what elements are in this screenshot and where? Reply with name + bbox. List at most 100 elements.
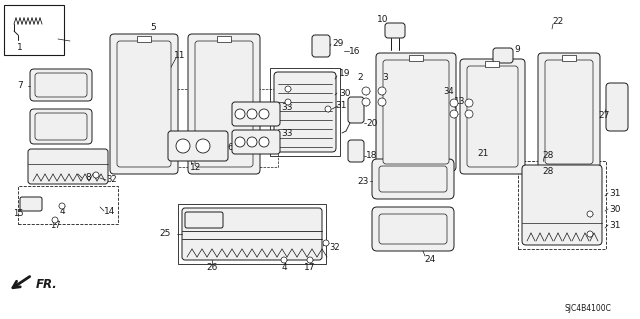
Bar	[178, 204, 326, 264]
Ellipse shape	[52, 217, 58, 223]
Text: 13: 13	[454, 97, 466, 106]
Ellipse shape	[93, 172, 99, 178]
Text: 30: 30	[609, 204, 621, 213]
Bar	[409, 55, 423, 61]
Ellipse shape	[247, 137, 257, 147]
Text: 35: 35	[468, 86, 478, 95]
FancyBboxPatch shape	[30, 109, 92, 144]
Text: 24: 24	[424, 255, 436, 263]
Ellipse shape	[196, 139, 210, 153]
Text: 17: 17	[304, 263, 316, 271]
FancyBboxPatch shape	[312, 35, 330, 57]
Text: 31: 31	[335, 101, 347, 110]
Text: 26: 26	[206, 263, 218, 271]
FancyBboxPatch shape	[606, 83, 628, 131]
Ellipse shape	[587, 211, 593, 217]
Text: 28: 28	[542, 151, 554, 160]
FancyBboxPatch shape	[545, 60, 593, 164]
Ellipse shape	[285, 86, 291, 92]
Bar	[137, 36, 151, 42]
Ellipse shape	[281, 257, 287, 263]
Ellipse shape	[247, 109, 257, 119]
FancyBboxPatch shape	[30, 69, 92, 101]
Bar	[18, 186, 118, 224]
Text: 10: 10	[377, 16, 388, 25]
FancyBboxPatch shape	[522, 165, 602, 245]
Text: 21: 21	[477, 150, 489, 159]
Ellipse shape	[323, 240, 329, 246]
Bar	[160, 89, 278, 167]
Ellipse shape	[59, 203, 65, 209]
Text: 15: 15	[13, 209, 23, 218]
Text: 25: 25	[159, 229, 171, 239]
Ellipse shape	[362, 87, 370, 95]
Ellipse shape	[307, 257, 313, 263]
FancyBboxPatch shape	[385, 23, 405, 38]
FancyBboxPatch shape	[348, 140, 364, 162]
Text: 23: 23	[357, 176, 369, 186]
FancyBboxPatch shape	[232, 130, 280, 154]
Text: 31: 31	[609, 189, 621, 197]
Text: 5: 5	[150, 24, 156, 33]
Bar	[562, 55, 576, 61]
Text: 30: 30	[339, 88, 351, 98]
FancyBboxPatch shape	[232, 102, 280, 126]
Text: 19: 19	[339, 69, 351, 78]
FancyBboxPatch shape	[383, 60, 449, 164]
Ellipse shape	[259, 137, 269, 147]
Ellipse shape	[235, 109, 245, 119]
Text: 20: 20	[366, 118, 378, 128]
Text: 28: 28	[542, 167, 554, 175]
Ellipse shape	[378, 87, 386, 95]
Bar	[485, 61, 499, 67]
Text: 33: 33	[281, 102, 292, 112]
Text: 6: 6	[227, 143, 233, 152]
Text: SJC4B4100C: SJC4B4100C	[564, 304, 611, 313]
Ellipse shape	[450, 99, 458, 107]
FancyBboxPatch shape	[372, 207, 454, 251]
Text: 9: 9	[514, 44, 520, 54]
FancyBboxPatch shape	[185, 212, 223, 228]
Ellipse shape	[465, 99, 473, 107]
FancyBboxPatch shape	[20, 197, 42, 211]
Bar	[518, 161, 606, 249]
Ellipse shape	[465, 110, 473, 118]
FancyBboxPatch shape	[460, 59, 525, 174]
FancyBboxPatch shape	[188, 34, 260, 174]
Text: 22: 22	[552, 17, 564, 26]
Text: 31: 31	[609, 220, 621, 229]
Text: 16: 16	[349, 47, 361, 56]
FancyBboxPatch shape	[493, 48, 513, 63]
Text: 3: 3	[382, 73, 388, 83]
Ellipse shape	[285, 99, 291, 105]
FancyBboxPatch shape	[379, 214, 447, 244]
Text: 18: 18	[366, 152, 378, 160]
Ellipse shape	[587, 231, 593, 237]
FancyBboxPatch shape	[35, 73, 87, 97]
Text: 34: 34	[444, 86, 454, 95]
Text: 17: 17	[50, 221, 60, 231]
Ellipse shape	[362, 98, 370, 106]
Text: 7: 7	[17, 81, 23, 91]
Ellipse shape	[259, 109, 269, 119]
FancyBboxPatch shape	[28, 149, 108, 184]
Text: 29: 29	[332, 40, 344, 48]
FancyBboxPatch shape	[376, 53, 456, 171]
FancyBboxPatch shape	[117, 41, 171, 167]
FancyBboxPatch shape	[35, 113, 87, 140]
Ellipse shape	[450, 110, 458, 118]
Text: 8: 8	[85, 174, 91, 182]
Ellipse shape	[235, 137, 245, 147]
Bar	[217, 36, 231, 42]
FancyBboxPatch shape	[274, 72, 336, 152]
FancyBboxPatch shape	[182, 208, 322, 260]
Text: 2: 2	[357, 73, 363, 83]
Ellipse shape	[325, 106, 331, 112]
Text: 32: 32	[330, 242, 340, 251]
FancyBboxPatch shape	[110, 34, 178, 174]
Text: 32: 32	[107, 175, 117, 184]
Text: 4: 4	[281, 263, 287, 271]
FancyBboxPatch shape	[168, 131, 228, 161]
FancyBboxPatch shape	[538, 53, 600, 171]
FancyBboxPatch shape	[348, 97, 364, 123]
